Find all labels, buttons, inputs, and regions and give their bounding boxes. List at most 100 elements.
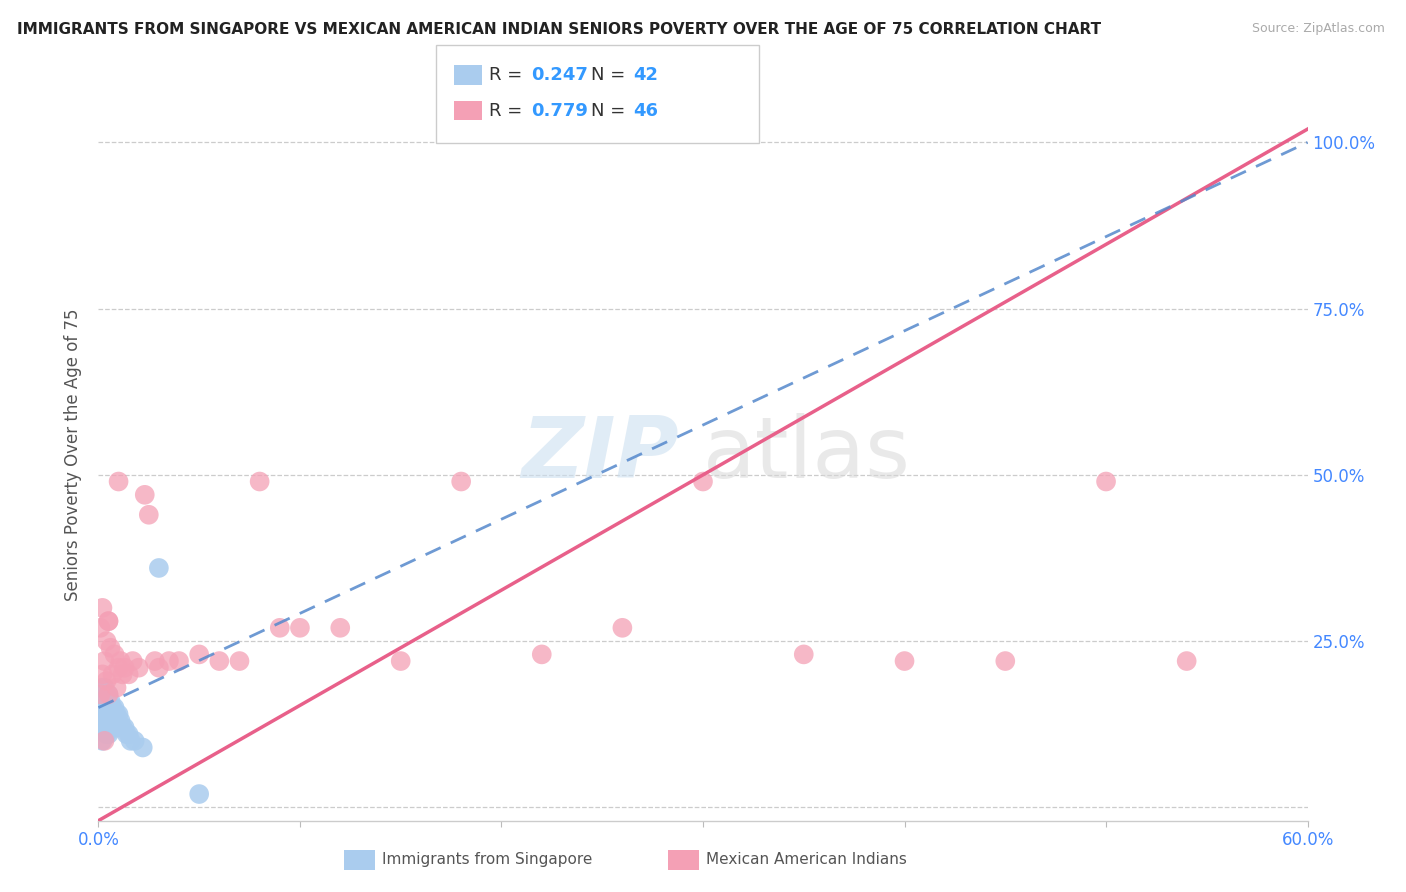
Point [115,727,138,741]
Point [100,694,122,708]
Point [97,700,120,714]
Point [105,681,128,695]
Point [96,714,118,728]
Point [96,634,118,648]
Point [91,681,114,695]
Point [148,661,170,675]
Point [89,621,111,635]
Point [105,721,128,735]
Point [97,714,120,728]
Point [93,707,115,722]
Point [103,648,125,662]
Point [93,654,115,668]
Point [100,640,122,655]
Point [329,621,352,635]
Point [91,721,114,735]
Point [269,621,291,635]
Point [96,687,118,701]
Point [110,714,132,728]
Point [107,475,129,489]
Point [128,661,150,675]
Point [91,667,114,681]
Point [89,687,111,701]
Point [188,648,211,662]
Point [100,707,122,722]
Point [288,621,311,635]
Point [107,707,129,722]
Text: 46: 46 [633,102,658,120]
Point [893,654,915,668]
Text: N =: N = [591,102,630,120]
Point [107,661,129,675]
Point [450,475,472,489]
Point [97,727,120,741]
Text: R =: R = [489,66,529,84]
Y-axis label: Seniors Poverty Over the Age of 75: Seniors Poverty Over the Age of 75 [65,309,83,601]
Point [89,721,111,735]
Point [208,654,231,668]
Point [100,721,122,735]
Point [101,714,124,728]
Point [114,721,136,735]
Point [93,694,115,708]
Point [134,488,156,502]
Point [103,700,125,714]
Point [89,700,111,714]
Point [1175,654,1198,668]
Point [91,600,114,615]
Point [612,621,634,635]
Point [148,561,170,575]
Point [91,694,114,708]
Point [96,673,118,688]
Point [96,700,118,714]
Point [101,700,124,714]
Point [121,654,143,668]
Point [89,707,111,722]
Point [389,654,412,668]
Point [97,687,120,701]
Point [120,734,142,748]
Point [157,654,180,668]
Point [105,707,128,722]
Point [97,614,120,628]
Text: Source: ZipAtlas.com: Source: ZipAtlas.com [1251,22,1385,36]
Point [1095,475,1118,489]
Text: 0.247: 0.247 [531,66,588,84]
Point [167,654,190,668]
Point [228,654,250,668]
Point [96,727,118,741]
Point [118,667,141,681]
Point [793,648,815,662]
Point [93,681,115,695]
Point [91,707,114,722]
Text: ZIP: ZIP [522,413,679,497]
Point [132,740,155,755]
Text: N =: N = [591,66,630,84]
Point [91,734,114,748]
Point [103,714,125,728]
Point [118,727,141,741]
Text: atlas: atlas [703,413,911,497]
Point [692,475,714,489]
Point [93,734,115,748]
Text: R =: R = [489,102,529,120]
Text: 0.779: 0.779 [531,102,588,120]
Text: IMMIGRANTS FROM SINGAPORE VS MEXICAN AMERICAN INDIAN SENIORS POVERTY OVER THE AG: IMMIGRANTS FROM SINGAPORE VS MEXICAN AME… [17,22,1101,37]
Point [249,475,271,489]
Point [138,508,160,522]
Point [97,687,120,701]
Point [111,667,134,681]
Point [101,667,124,681]
Point [994,654,1017,668]
Text: Immigrants from Singapore: Immigrants from Singapore [382,853,593,867]
Point [124,734,146,748]
Text: Mexican American Indians: Mexican American Indians [706,853,907,867]
Point [89,687,111,701]
Point [97,614,120,628]
Point [143,654,166,668]
Point [107,721,129,735]
Point [110,654,132,668]
Point [530,648,553,662]
Point [111,721,134,735]
Point [114,661,136,675]
